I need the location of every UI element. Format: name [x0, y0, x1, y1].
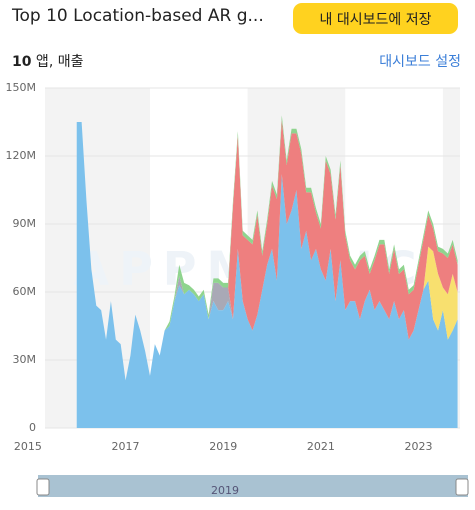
subheader: 10 앱, 매출	[12, 51, 83, 71]
y-tick-label: 60M	[13, 285, 37, 298]
y-tick-label: 30M	[13, 353, 37, 366]
metric: 앱, 매출	[31, 54, 84, 70]
scrollbar-label: 2019	[211, 484, 239, 497]
scroll-handle-left[interactable]	[36, 478, 50, 496]
scrollbar	[38, 475, 468, 497]
y-tick-label: 90M	[13, 217, 37, 230]
dashboard-settings[interactable]: 대시보드 설정	[379, 54, 461, 70]
y-tick-label: 0	[29, 421, 36, 434]
area	[76, 119, 458, 381]
save-button[interactable]: 내 대시보드에 저장	[293, 3, 458, 34]
page-title: Top 10 Location-based AR g...	[12, 6, 264, 26]
x-tick-label: 2021	[307, 440, 335, 453]
y-tick-label: 150M	[6, 81, 37, 94]
scroll-handle-right[interactable]	[455, 478, 469, 496]
y-tick-label: 120M	[6, 149, 37, 162]
x-tick-label: 2023	[405, 440, 433, 453]
x-tick-label: 2017	[112, 440, 140, 453]
app-count: 10	[12, 54, 32, 70]
x-tick-label: 2015	[14, 440, 42, 453]
area	[76, 122, 458, 428]
x-tick-label: 2019	[209, 440, 237, 453]
